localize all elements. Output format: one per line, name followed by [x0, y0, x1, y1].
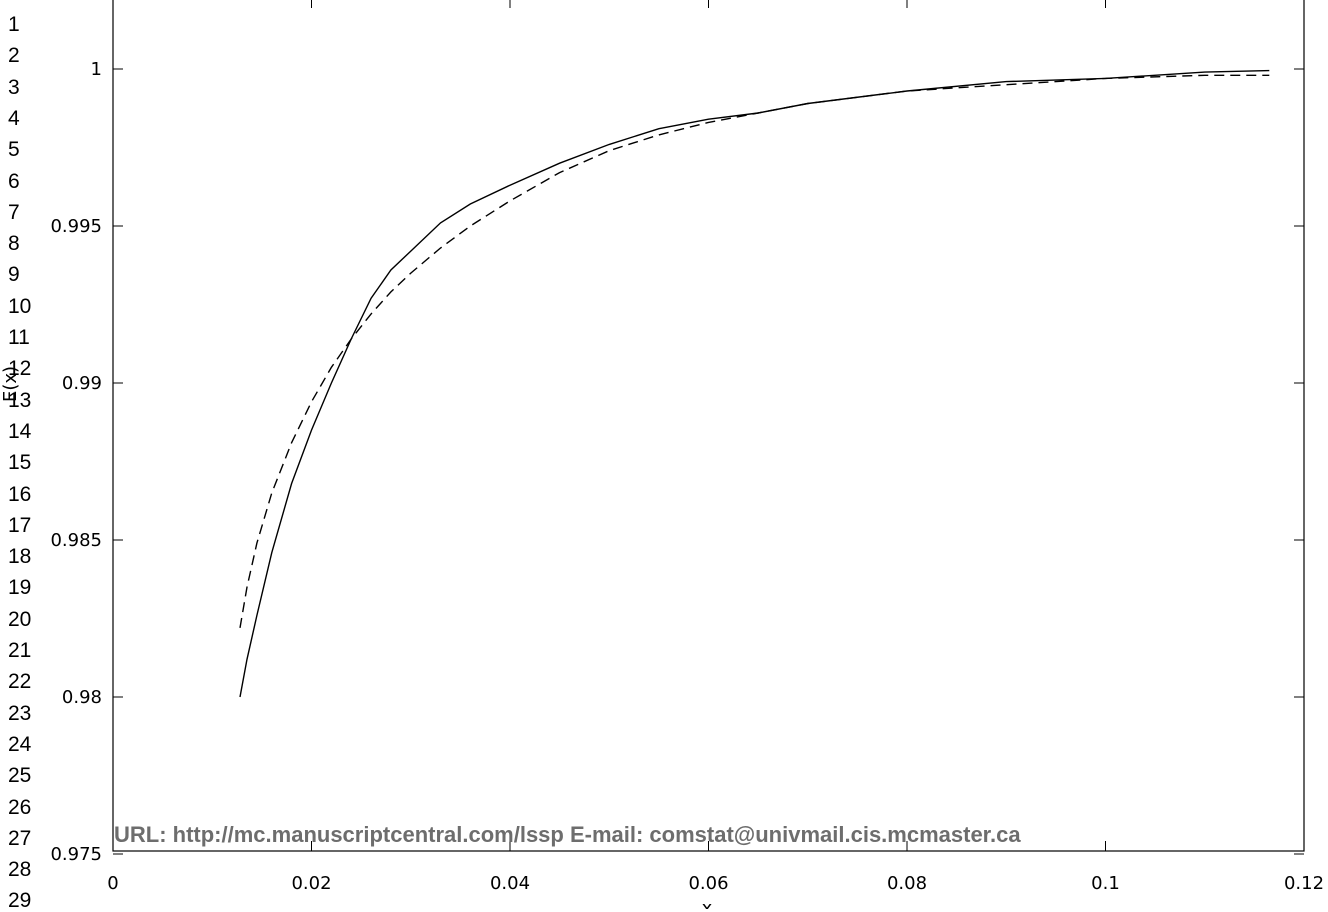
line-number: 3	[8, 75, 20, 99]
x-tick-label: 0.1	[1091, 873, 1120, 894]
line-number: 23	[8, 701, 32, 725]
y-tick-label: 0.975	[50, 844, 102, 865]
line-number: 19	[8, 576, 32, 600]
line-number: 22	[8, 670, 32, 694]
line-number-column: 1 2 3 4 5 6 7 8 9 10 11 12 13 14 15 16 17 18 19 20 21 22 23 24 2…	[0, 0, 46, 912]
line-number: 13	[8, 388, 32, 412]
line-number: 7	[8, 200, 20, 224]
x-axis-label: x	[702, 898, 713, 909]
series-line-dashed	[239, 74, 1270, 629]
line-number: 8	[8, 232, 20, 256]
line-number: 1	[8, 13, 20, 36]
tick-marks	[112, 0, 1305, 855]
series-line-solid	[239, 69, 1270, 698]
plot-frame	[112, 0, 1305, 852]
x-tick-label: 0.12	[1284, 873, 1324, 894]
y-tick-label: 1	[91, 59, 102, 80]
line-number: 20	[8, 607, 32, 631]
line-number: 6	[8, 169, 20, 193]
x-tick-label: 0.06	[688, 873, 728, 894]
line-number: 12	[8, 357, 32, 381]
line-number: 2	[8, 44, 20, 68]
line-number: 29	[8, 889, 32, 912]
line-number: 10	[8, 294, 32, 318]
x-tick-label: 0.02	[291, 873, 331, 894]
line-number: 11	[8, 326, 30, 349]
line-number: 26	[8, 795, 32, 819]
x-tick-label: 0	[107, 873, 118, 894]
y-tick-label: 0.995	[50, 216, 102, 237]
x-tick-label: 0.08	[887, 873, 927, 894]
line-number: 18	[8, 545, 32, 569]
y-axis-label: E(x)	[0, 366, 21, 402]
y-tick-label: 0.98	[62, 687, 102, 708]
line-number: 9	[8, 263, 20, 287]
line-number: 15	[8, 451, 32, 475]
line-number: 25	[8, 764, 32, 788]
line-number: 14	[8, 419, 32, 443]
line-number: 16	[8, 482, 32, 506]
y-tick-label: 0.99	[62, 373, 102, 394]
y-tick-label: 0.985	[50, 530, 102, 551]
line-number: 4	[8, 106, 20, 130]
tick-labels: 0 0.02 0.04 0.06 0.08 0.1 0.12 0.975 0.98 0.985 0.…	[50, 59, 1324, 894]
line-number: 5	[8, 138, 20, 162]
x-tick-label: 0.04	[490, 873, 530, 894]
line-number: 21	[8, 639, 32, 662]
line-number: 24	[8, 732, 32, 756]
line-number: 27	[8, 826, 32, 850]
watermark-text: URL: http://mc.manuscriptcentral.com/lss…	[114, 822, 1021, 847]
line-number: 28	[8, 858, 32, 882]
series-group	[239, 69, 1270, 698]
line-number: 17	[8, 513, 32, 537]
